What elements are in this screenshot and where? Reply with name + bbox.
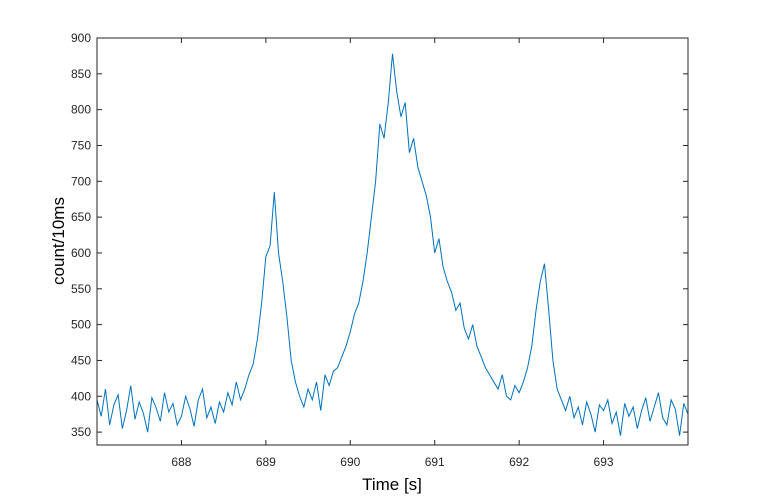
- y-tick-label: 650: [71, 210, 91, 224]
- x-tick-label: 693: [594, 455, 614, 469]
- data-line: [97, 53, 688, 436]
- y-tick-label: 550: [71, 282, 91, 296]
- y-tick-label: 600: [71, 246, 91, 260]
- y-tick-label: 850: [71, 67, 91, 81]
- y-tick-label: 450: [71, 353, 91, 367]
- axes-box: [96, 37, 689, 446]
- x-axis-label: Time [s]: [362, 475, 422, 494]
- x-tick-label: 688: [171, 455, 191, 469]
- y-tick-label: 350: [71, 425, 91, 439]
- x-tick-label: 690: [340, 455, 360, 469]
- x-tick-label: 692: [509, 455, 529, 469]
- y-tick-label: 750: [71, 138, 91, 152]
- x-tick-label: 691: [425, 455, 445, 469]
- y-axis-label: count/10ms: [49, 197, 68, 285]
- y-tick-label: 400: [71, 389, 91, 403]
- y-tick-label: 500: [71, 318, 91, 332]
- plot-area: [97, 38, 688, 445]
- y-tick-label: 800: [71, 103, 91, 117]
- x-tick-label: 689: [256, 455, 276, 469]
- y-tick-label: 700: [71, 174, 91, 188]
- y-tick-label: 900: [71, 31, 91, 45]
